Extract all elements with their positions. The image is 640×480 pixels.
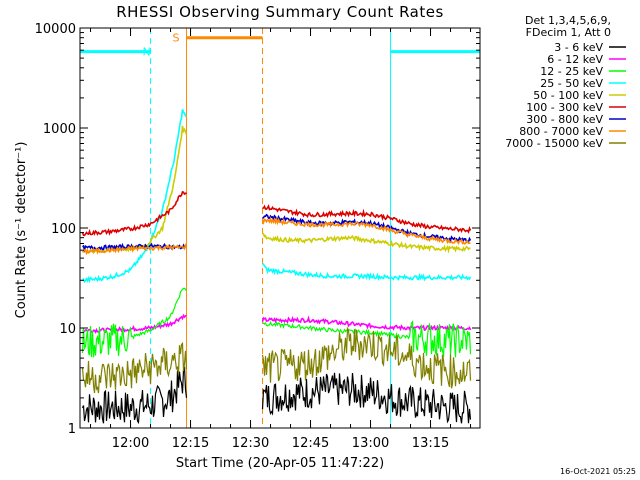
y-axis-label: Count Rate (s⁻¹ detector⁻¹) [14,142,29,319]
series-line [81,366,188,425]
x-tick-label: 12:15 [172,436,209,451]
legend-label: 6 - 12 keV [547,53,603,66]
series-line [261,326,472,389]
series-line [81,341,188,394]
legend-label: 800 - 7000 keV [519,125,603,138]
y-tick-label: 1000 [43,122,76,137]
series-line [82,242,188,256]
legend-label: 25 - 50 keV [540,77,603,90]
x-tick-label: 13:00 [352,436,389,451]
x-tick-label: 12:30 [232,436,269,451]
series-line [261,216,471,246]
series-line [81,190,188,237]
x-axis-label: Start Time (20-Apr-05 11:47:22) [176,456,384,471]
y-tick-label: 10 [59,322,76,337]
legend-label: 3 - 6 keV [554,41,603,54]
legend-label: 7000 - 15000 keV [505,137,603,150]
series-line [261,372,472,424]
legend-label: 50 - 100 keV [533,89,603,102]
legend: Det 1,3,4,5,6,9,FDecim 1, Att 0 3 - 6 keV… [505,14,626,150]
series-line [262,232,471,254]
legend-label: 300 - 800 keV [526,113,603,126]
y-tick-label: 1 [68,422,76,437]
y-tick-label: 100 [51,222,76,237]
series-line [81,287,188,358]
legend-label: 12 - 25 keV [540,65,603,78]
legend-header: Det 1,3,4,5,6,9, [525,14,611,27]
x-tick-label: 12:00 [112,436,149,451]
legend-header: FDecim 1, Att 0 [526,26,611,39]
series-layer [81,109,472,425]
series-line [82,313,187,335]
x-tick-label: 12:45 [292,436,329,451]
x-tick-label: 13:15 [412,436,449,451]
series-line [82,109,187,284]
saa-label: S [173,32,180,45]
footer-timestamp: 16-Oct-2021 05:25 [560,467,636,476]
chart-title: RHESSI Observing Summary Count Rates [116,3,444,21]
series-line [261,262,472,282]
series-line [262,320,472,358]
legend-label: 100 - 300 keV [526,101,603,114]
series-line [261,315,472,332]
night-label: N [143,46,151,59]
y-tick-label: 10000 [35,22,76,37]
series-line [262,204,472,234]
axes-layer: 12:00 12:15 12:30 12:45 13:00 13:15 1 10 100 1000… [35,22,480,451]
